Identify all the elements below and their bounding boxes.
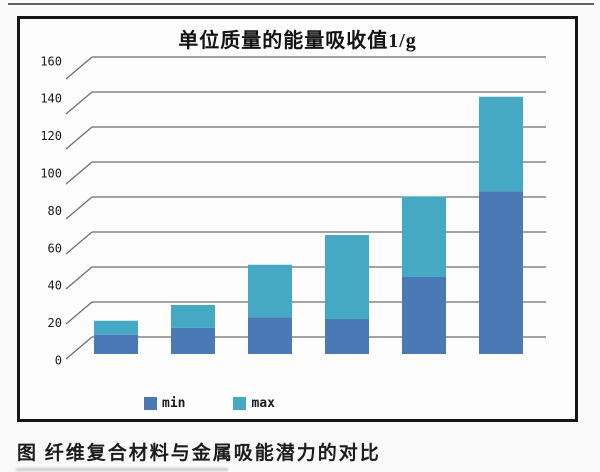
bar-segment-min [479, 191, 523, 354]
gridline-depth-tick [65, 196, 93, 220]
bar-segment-min [171, 327, 215, 354]
bar-segment-max [402, 196, 446, 277]
gridline-depth-tick [65, 56, 93, 80]
scan-artifact-smudge [16, 468, 228, 471]
y-tick-label: 80 [48, 204, 62, 218]
gridline-depth-tick [65, 161, 93, 185]
bar-segment-min [402, 277, 446, 354]
gridline-depth-tick [65, 301, 93, 325]
legend-label-min: min [162, 396, 186, 411]
legend-item-min: min [144, 396, 185, 411]
legend: min max [144, 396, 275, 411]
y-tick-label: 140 [40, 92, 62, 106]
bar-segment-min [94, 334, 138, 354]
y-tick-label: 60 [48, 241, 62, 255]
y-tick-label: 40 [48, 279, 62, 293]
y-tick-label: 160 [40, 54, 62, 68]
y-tick-label: 20 [48, 316, 62, 330]
scan-artifact-line [8, 3, 594, 5]
bar-segment-max [171, 305, 215, 328]
y-tick-label: 0 [55, 354, 62, 368]
legend-swatch-min [144, 397, 157, 410]
bar-segment-max [248, 264, 292, 318]
chart-title: 单位质量的能量吸收值1/g [178, 30, 417, 52]
gridline-depth-tick [65, 336, 93, 360]
bar-segment-max [94, 320, 138, 335]
bar-segment-min [248, 317, 292, 354]
legend-item-max: max [233, 396, 275, 411]
bar-segment-max [325, 235, 369, 319]
gridline-depth-tick [65, 266, 93, 290]
gridline-depth-tick [65, 126, 93, 150]
gridline-depth-tick [65, 91, 93, 115]
y-tick-label: 120 [40, 129, 62, 143]
gridline-depth-tick [65, 231, 93, 255]
y-tick-label: 100 [40, 167, 62, 181]
figure-caption: 图 纤维复合材料与金属吸能潜力的对比 [17, 443, 381, 464]
legend-label-max: max [251, 396, 275, 411]
legend-swatch-max [233, 397, 247, 410]
chart-frame: 单位质量的能量吸收值1/g 0 20 40 60 80 100 120 140 160 min … [17, 16, 578, 422]
bar-segment-max [479, 96, 523, 192]
plot-area: 0 20 40 60 80 100 120 140 160 [40, 54, 546, 368]
bar-segment-min [325, 319, 369, 354]
